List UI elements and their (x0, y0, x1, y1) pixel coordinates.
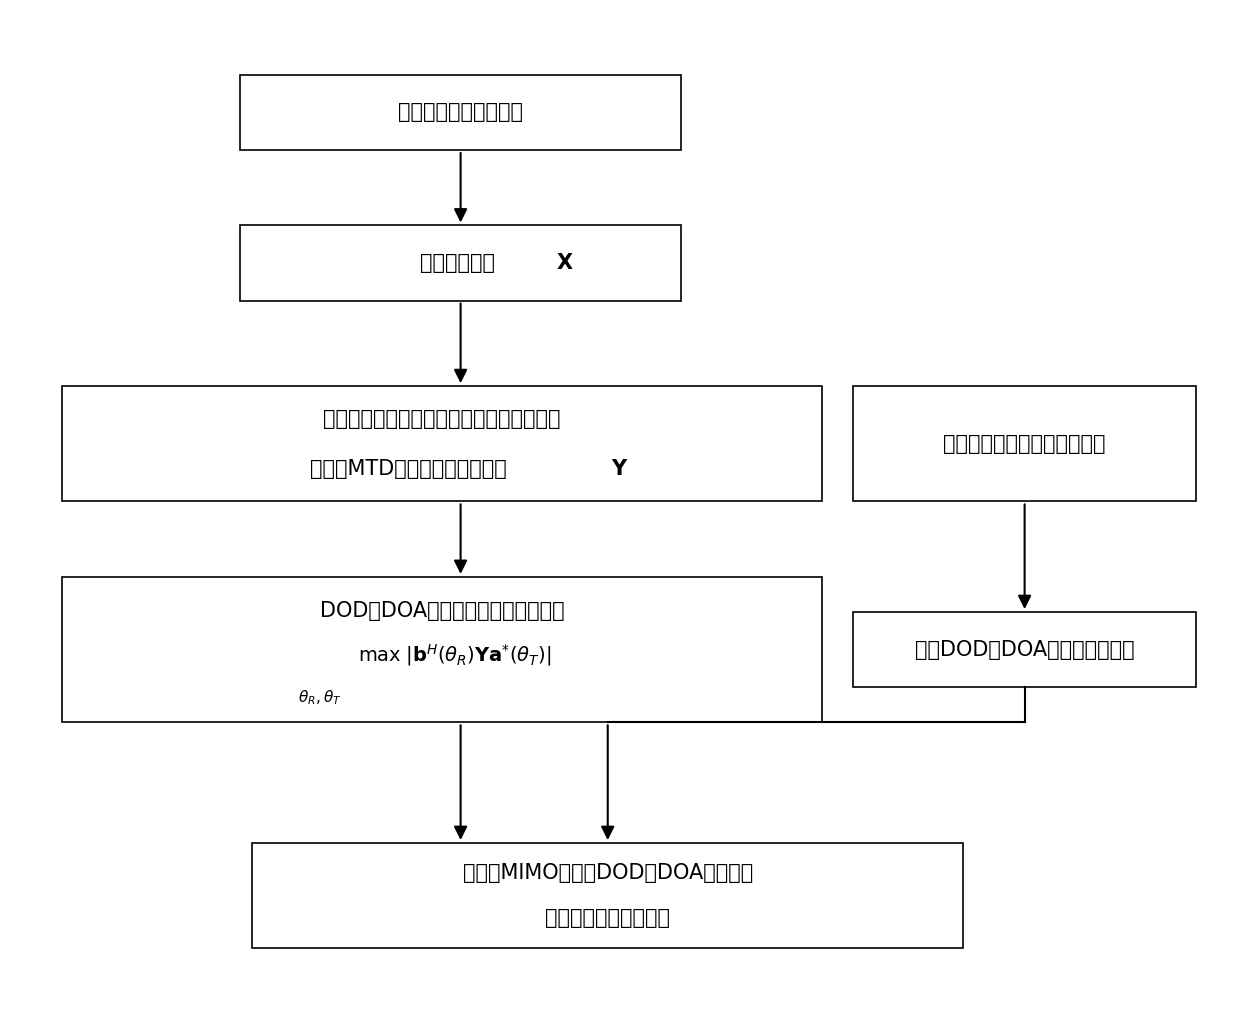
Text: 维搜索降为一维搜索。: 维搜索降为一维搜索。 (546, 908, 671, 927)
Text: 双基地MIMO雷达的DOD和DOA估计从二: 双基地MIMO雷达的DOD和DOA估计从二 (463, 863, 753, 884)
Bar (239, 74, 681, 150)
Text: 号进行MTD，得到积累通道信号: 号进行MTD，得到积累通道信号 (310, 459, 513, 478)
Text: $\theta_R, \theta_T$: $\theta_R, \theta_T$ (298, 688, 341, 708)
Bar (853, 612, 1197, 687)
Bar (853, 386, 1197, 502)
Text: 推导DOD和DOA一一对应的关系: 推导DOD和DOA一一对应的关系 (915, 639, 1135, 660)
Bar (252, 843, 963, 949)
Text: 离线建立距离和等值线方程组: 离线建立距离和等值线方程组 (944, 434, 1106, 454)
Bar (62, 386, 822, 502)
Text: $\mathbf{X}$: $\mathbf{X}$ (556, 253, 574, 273)
Text: $\max \; |\mathbf{b}^{H}(\theta_R)\mathbf{Y}\mathbf{a}^{*}(\theta_T)|$: $\max \; |\mathbf{b}^{H}(\theta_R)\mathb… (357, 641, 552, 668)
Text: DOD和DOA估计转换为二维搜索问题: DOD和DOA估计转换为二维搜索问题 (320, 602, 564, 621)
Text: $\mathbf{Y}$: $\mathbf{Y}$ (611, 459, 629, 478)
Bar (239, 225, 681, 300)
Text: 利用发射波形的正交性，对匹配滤波后的信: 利用发射波形的正交性，对匹配滤波后的信 (324, 408, 560, 429)
Text: 接收回波信号: 接收回波信号 (420, 253, 501, 273)
Text: 发射天线发射正交波形: 发射天线发射正交波形 (398, 103, 523, 122)
Bar (62, 577, 822, 723)
